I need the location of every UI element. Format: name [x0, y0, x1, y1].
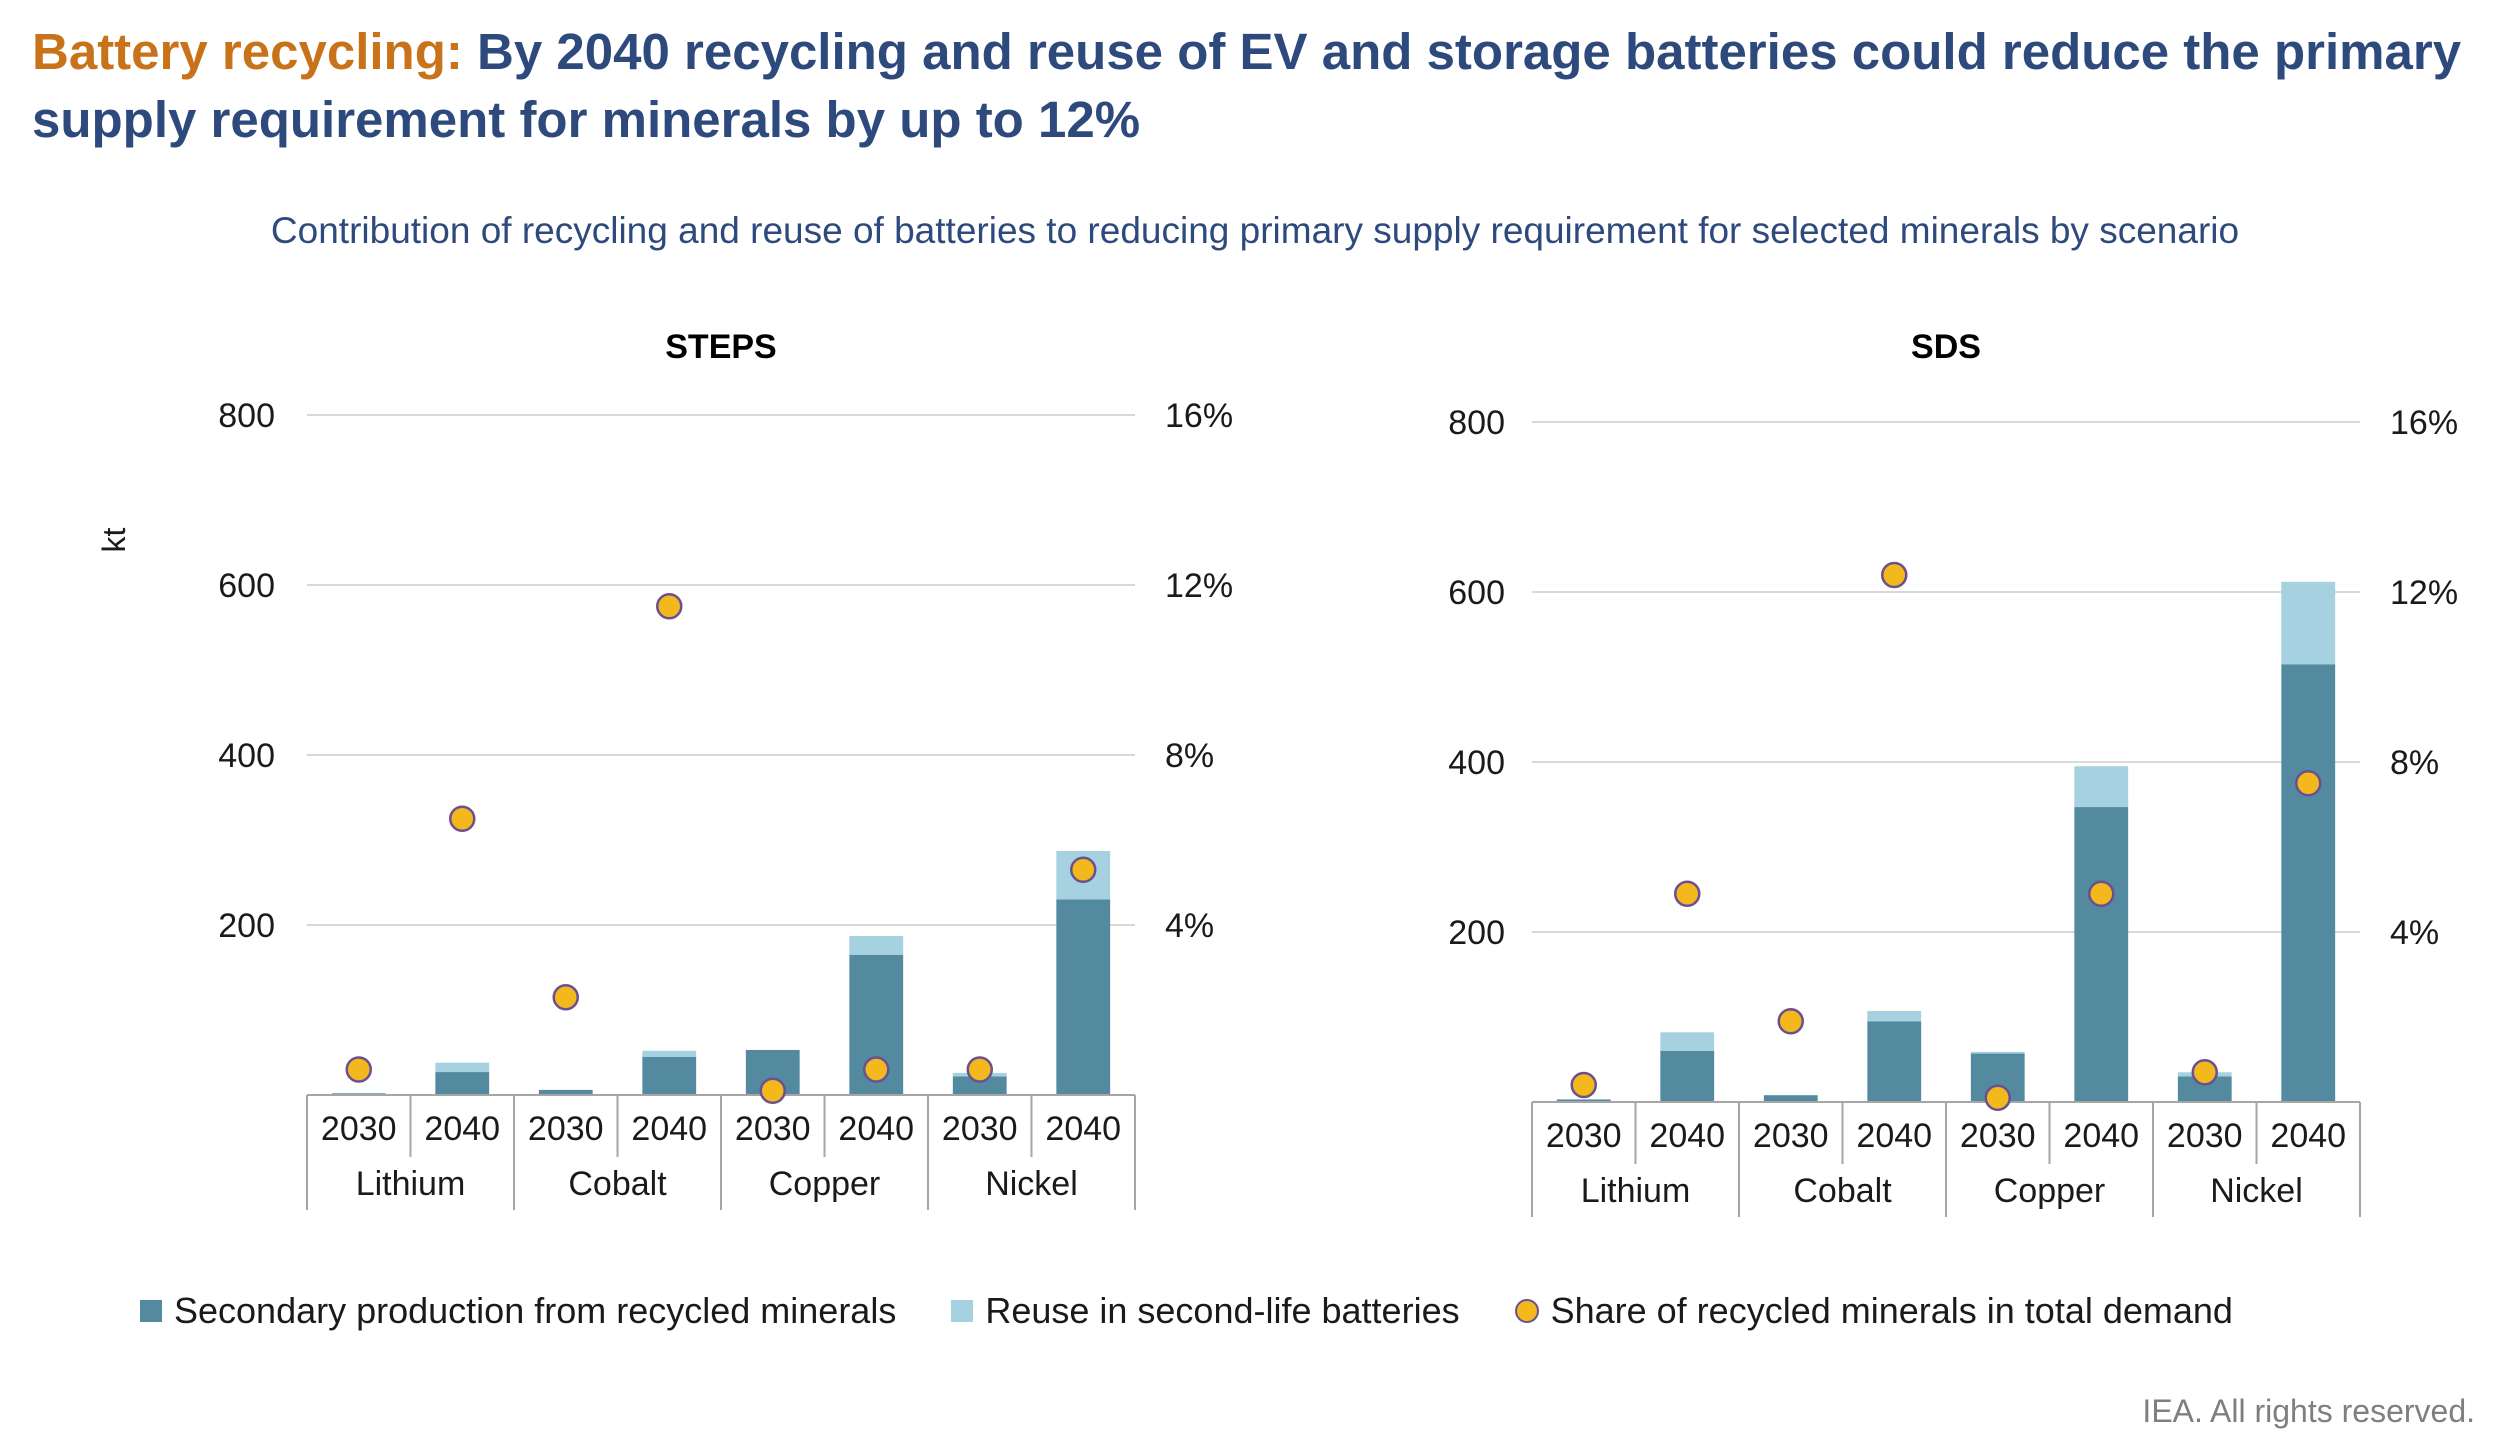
copyright-footer: IEA. All rights reserved. — [2142, 1393, 2475, 1429]
legend-swatch-secondary — [140, 1300, 162, 1322]
y2-tick-label: 12% — [2390, 574, 2458, 612]
group-label: Cobalt — [568, 1165, 667, 1203]
bar-secondary-chart0-1 — [435, 1072, 490, 1095]
x-tick-label: 2030 — [1753, 1117, 1829, 1155]
headline: Battery recycling: By 2040 recycling and… — [32, 18, 2482, 154]
bar-reuse-chart0-5 — [849, 936, 904, 955]
legend: Secondary production from recycled miner… — [140, 1290, 2288, 1332]
legend-swatch-reuse — [951, 1300, 974, 1322]
headline-lead: Battery recycling: — [32, 23, 463, 80]
bar-reuse-chart0-1 — [435, 1062, 490, 1073]
x-tick-label: 2040 — [1856, 1117, 1932, 1155]
share-dot-chart1-7 — [2295, 770, 2322, 797]
group-label: Cobalt — [1793, 1172, 1892, 1210]
y2-tick-label: 16% — [1165, 397, 1233, 435]
legend-item-secondary: Secondary production from recycled miner… — [140, 1290, 896, 1332]
share-dot-chart1-4 — [1984, 1084, 2011, 1111]
bar-secondary-chart1-1 — [1660, 1051, 1715, 1102]
x-tick-label: 2040 — [424, 1110, 500, 1148]
x-tick-label: 2030 — [2167, 1117, 2243, 1155]
share-dot-chart1-6 — [2191, 1059, 2218, 1086]
share-dot-chart0-1 — [449, 805, 476, 832]
bar-secondary-chart1-0 — [1556, 1099, 1611, 1102]
group-label: Nickel — [985, 1165, 1078, 1203]
x-tick-label: 2040 — [1045, 1110, 1121, 1148]
x-tick-label: 2030 — [735, 1110, 811, 1148]
bar-reuse-chart1-4 — [1970, 1051, 2025, 1054]
bar-reuse-chart1-7 — [2281, 581, 2336, 665]
y-tick-label: 800 — [1448, 404, 1505, 442]
share-dot-chart0-2 — [552, 984, 579, 1011]
legend-label-secondary: Secondary production from recycled miner… — [174, 1290, 897, 1331]
y-tick-label: 800 — [218, 397, 275, 435]
chart-subtitle: Contribution of recycling and reuse of b… — [270, 210, 2240, 251]
bar-reuse-chart1-3 — [1867, 1011, 1922, 1022]
x-tick-label: 2030 — [1960, 1117, 2036, 1155]
bar-secondary-chart0-6 — [952, 1076, 1007, 1095]
y2-tick-label: 16% — [2390, 404, 2458, 442]
share-dot-chart1-3 — [1881, 561, 1908, 589]
legend-label-share: Share of recycled minerals in total dema… — [1550, 1290, 2233, 1331]
legend-swatch-share — [1514, 1299, 1539, 1323]
bar-reuse-chart1-5 — [2074, 766, 2129, 808]
y2-tick-label: 8% — [1165, 737, 1214, 775]
y2-tick-label: 4% — [2390, 914, 2439, 952]
group-label: Copper — [769, 1165, 881, 1203]
group-label: Lithium — [356, 1165, 466, 1203]
group-label: Nickel — [2210, 1172, 2303, 1210]
y2-tick-label: 12% — [1165, 567, 1233, 605]
y2-tick-label: 8% — [2390, 744, 2439, 782]
bar-secondary-chart1-5 — [2074, 807, 2129, 1102]
y-tick-label: 200 — [1448, 914, 1505, 952]
share-dot-chart0-6 — [966, 1056, 993, 1083]
share-dot-chart0-7 — [1070, 856, 1097, 883]
y-tick-label: 200 — [218, 907, 275, 945]
group-label: Copper — [1994, 1172, 2106, 1210]
group-label: Lithium — [1581, 1172, 1691, 1210]
legend-item-share: Share of recycled minerals in total dema… — [1514, 1290, 2233, 1332]
legend-label-reuse: Reuse in second-life batteries — [985, 1290, 1460, 1331]
x-tick-label: 2030 — [321, 1110, 397, 1148]
x-tick-label: 2030 — [942, 1110, 1018, 1148]
share-dot-chart1-1 — [1674, 880, 1701, 907]
share-dot-chart1-5 — [2088, 880, 2115, 907]
chart-title: SDS — [1911, 328, 1981, 366]
bar-secondary-chart1-2 — [1763, 1095, 1818, 1102]
x-tick-label: 2040 — [2270, 1117, 2346, 1155]
bar-secondary-chart0-3 — [642, 1056, 697, 1095]
x-tick-label: 2030 — [1546, 1117, 1622, 1155]
legend-item-reuse: Reuse in second-life batteries — [951, 1290, 1460, 1332]
bar-secondary-chart0-7 — [1056, 899, 1111, 1095]
share-dot-chart0-5 — [863, 1056, 890, 1083]
y2-tick-label: 4% — [1165, 907, 1214, 945]
chart-title: STEPS — [665, 328, 776, 366]
share-dot-chart1-2 — [1777, 1008, 1804, 1035]
share-dot-chart0-4 — [759, 1077, 786, 1104]
x-tick-label: 2040 — [1649, 1117, 1725, 1155]
bar-reuse-chart1-1 — [1660, 1032, 1715, 1051]
bar-reuse-chart0-3 — [642, 1050, 697, 1057]
bar-secondary-chart1-7 — [2281, 664, 2336, 1102]
y-axis-label: kt — [96, 527, 132, 552]
y-tick-label: 400 — [218, 737, 275, 775]
x-tick-label: 2040 — [2063, 1117, 2139, 1155]
y-tick-label: 400 — [1448, 744, 1505, 782]
x-tick-label: 2030 — [528, 1110, 604, 1148]
bar-secondary-chart1-3 — [1867, 1021, 1922, 1102]
share-dot-chart1-0 — [1570, 1071, 1597, 1099]
headline-text: By 2040 recycling and reuse of EV and st… — [32, 23, 2462, 148]
bar-secondary-chart0-2 — [538, 1089, 593, 1095]
share-dot-chart0-3 — [656, 593, 683, 620]
x-tick-label: 2040 — [631, 1110, 707, 1148]
y-tick-label: 600 — [218, 567, 275, 605]
y-tick-label: 600 — [1448, 574, 1505, 612]
x-tick-label: 2040 — [838, 1110, 914, 1148]
share-dot-chart0-0 — [345, 1056, 372, 1083]
